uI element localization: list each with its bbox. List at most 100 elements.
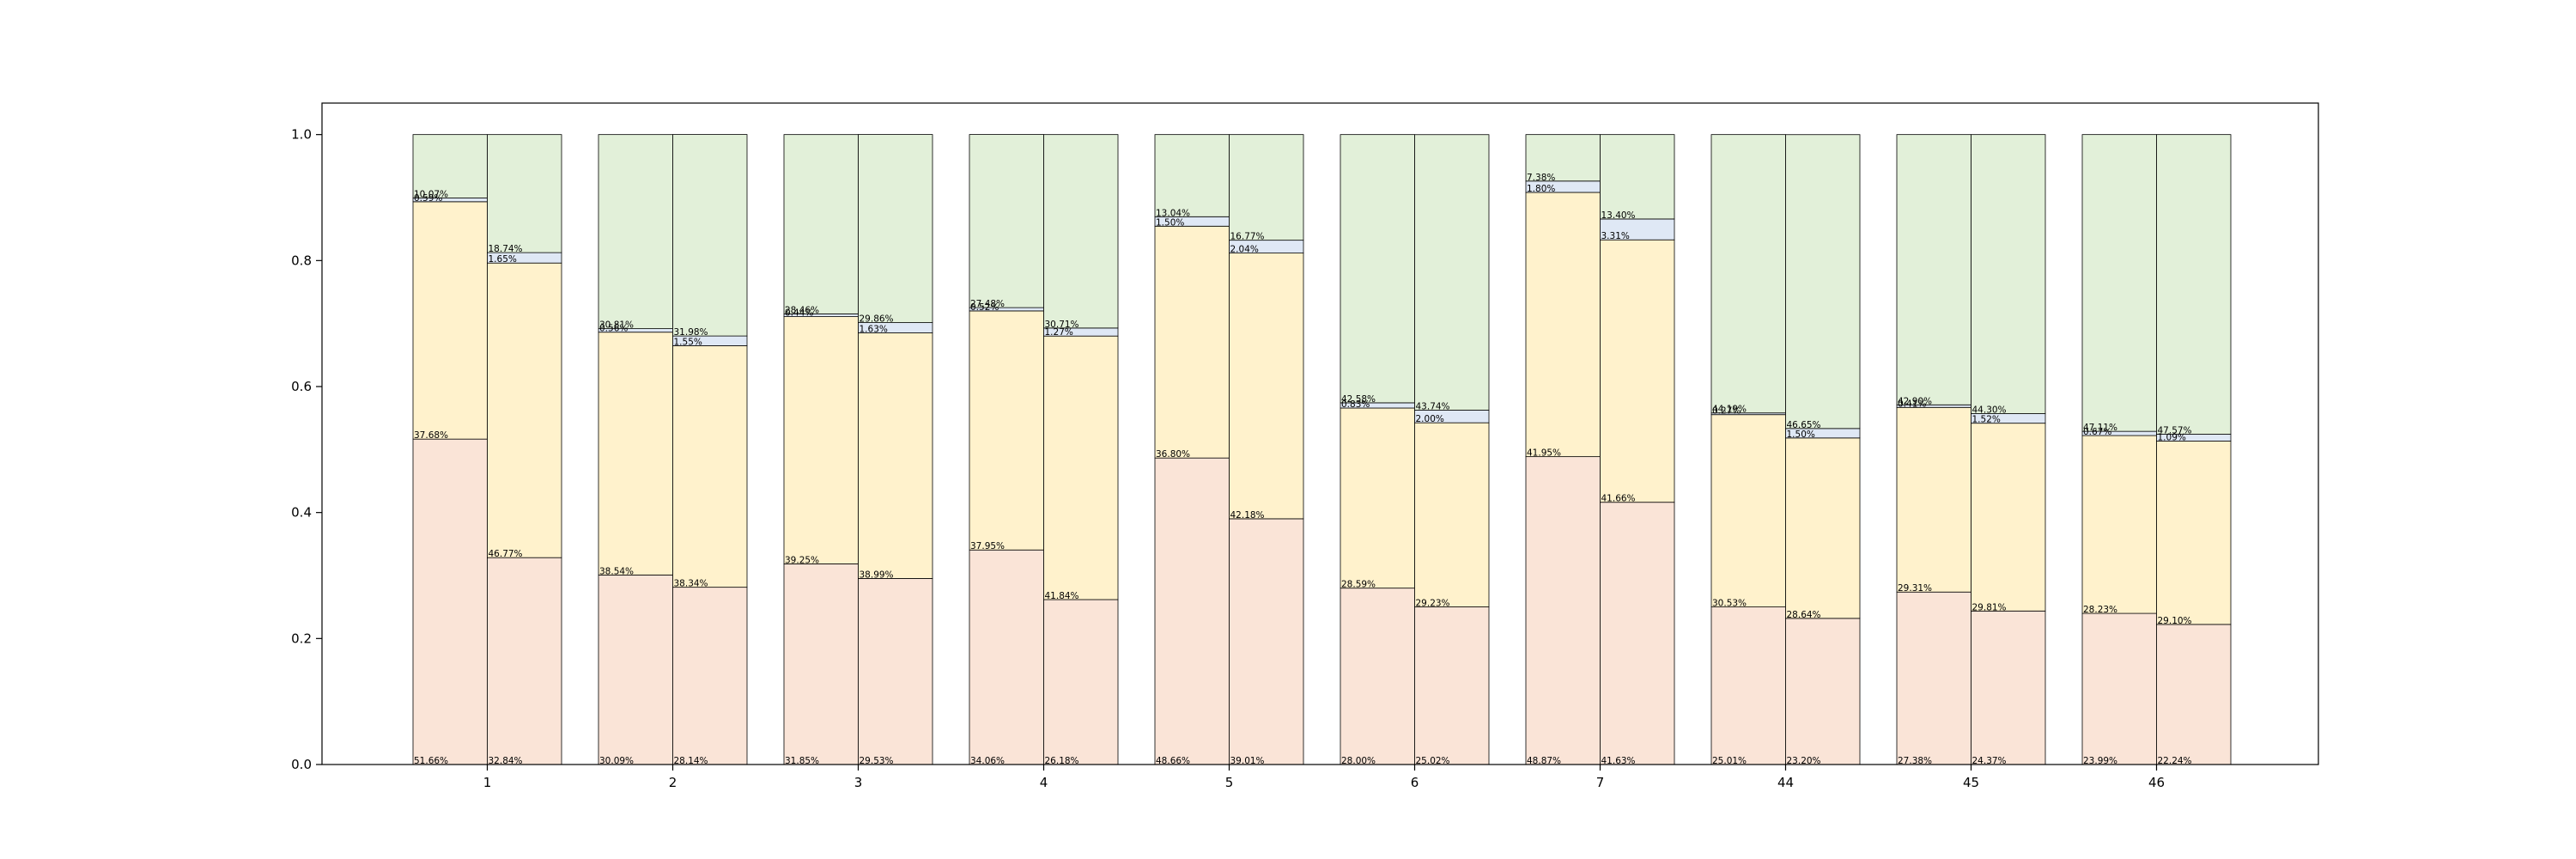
data-label: 31.98% <box>674 327 708 338</box>
bar-segment-2 <box>1971 423 2046 612</box>
data-label: 25.02% <box>1416 756 1450 766</box>
data-label: 28.23% <box>2083 605 2117 615</box>
data-label: 0.59% <box>414 193 442 204</box>
x-axis: 1 2 3 4 5 6 7 44 45 46 <box>483 765 2165 790</box>
bar-segment-1 <box>1785 618 1861 765</box>
data-label: 29.53% <box>860 756 894 766</box>
data-label: 38.34% <box>674 579 708 589</box>
bar-segment-4 <box>2156 134 2232 435</box>
data-label: 36.80% <box>1156 449 1190 460</box>
data-label: 28.59% <box>1341 580 1376 590</box>
plot-area-frame <box>321 102 2319 765</box>
data-label: 29.81% <box>1972 602 2007 612</box>
data-label: 2.00% <box>1416 414 1444 424</box>
x-tick-label: 1 <box>483 775 492 790</box>
bar-segment-4 <box>1229 134 1304 241</box>
bar-segment-1 <box>1710 606 1786 765</box>
bar-segment-1 <box>598 574 673 765</box>
data-label: 1.27% <box>1045 327 1073 338</box>
bar-segment-4 <box>598 134 673 330</box>
bar-45-2 <box>1971 134 2046 765</box>
y-tick-label: 1.0 <box>291 127 312 143</box>
y-tick-label: 0.0 <box>291 757 312 772</box>
bar-segment-2 <box>783 316 859 564</box>
bar-45-1 <box>1896 134 1971 765</box>
bar-segment-1 <box>412 438 488 765</box>
data-label: 42.58% <box>1341 394 1376 405</box>
bar-segment-1 <box>2081 612 2157 765</box>
y-tick-label: 0.2 <box>291 631 312 646</box>
x-tick-label: 4 <box>1040 775 1048 790</box>
bar-segment-4 <box>783 134 859 314</box>
bar-1-1 <box>412 134 488 765</box>
bar-segment-4 <box>969 134 1044 308</box>
bar-segment-2 <box>2081 435 2157 614</box>
data-label: 29.23% <box>1416 599 1450 609</box>
data-label: 1.50% <box>1156 217 1184 228</box>
bar-segment-2 <box>1414 422 1490 607</box>
x-tick-label: 46 <box>2148 775 2165 790</box>
data-label: 30.09% <box>599 756 634 766</box>
bar-segment-1 <box>1525 456 1601 765</box>
data-label: 3.31% <box>1601 231 1630 241</box>
data-label: 48.66% <box>1156 756 1190 766</box>
bar-segment-4 <box>1525 134 1601 182</box>
bar-segment-1 <box>1414 606 1490 765</box>
data-label: 28.64% <box>1787 610 1821 620</box>
bar-segment-4 <box>487 134 562 253</box>
data-label: 29.31% <box>1898 583 1932 594</box>
data-label: 27.48% <box>970 299 1005 309</box>
data-label: 47.57% <box>2158 426 2192 436</box>
data-label: 39.25% <box>785 555 819 565</box>
data-label: 0.67% <box>2083 427 2111 437</box>
data-label: 30.71% <box>1045 320 1079 330</box>
y-axis: 0.0 0.2 0.4 0.6 0.8 1.0 <box>291 127 322 772</box>
data-label: 28.00% <box>1341 756 1376 766</box>
bar-segment-1 <box>783 564 859 765</box>
bar-4-1 <box>969 134 1044 765</box>
bar-segment-1 <box>1229 518 1304 765</box>
bar-segment-1 <box>1971 610 2046 765</box>
bar-segment-4 <box>1600 134 1675 220</box>
data-label: 29.86% <box>860 314 894 325</box>
bar-segment-2 <box>1896 406 1971 593</box>
bar-segment-2 <box>1340 407 1415 589</box>
bar-46-2 <box>2156 134 2232 765</box>
bar-segment-1 <box>487 557 562 765</box>
data-label: 41.63% <box>1601 756 1636 766</box>
y-tick-label: 0.6 <box>291 379 312 394</box>
data-label: 43.74% <box>1416 402 1450 412</box>
bars-layer <box>412 134 2232 765</box>
data-label: 1.65% <box>489 254 517 265</box>
bar-2-1 <box>598 134 673 765</box>
data-label: 0.83% <box>1341 399 1370 410</box>
bar-segment-4 <box>1340 134 1415 404</box>
data-label: 41.66% <box>1601 494 1636 504</box>
bar-segment-4 <box>1971 134 2046 414</box>
data-label: 0.56% <box>599 324 628 334</box>
bar-segment-4 <box>672 134 748 337</box>
data-label: 29.10% <box>2158 616 2192 626</box>
bar-3-2 <box>858 134 933 765</box>
data-label: 1.63% <box>860 325 888 335</box>
data-labels-layer: 51.66% 37.68% 0.59%10.07% 32.84% 46.77% 1.65%… <box>414 173 2192 766</box>
data-label: 26.18% <box>1045 756 1079 766</box>
bar-segment-2 <box>1785 437 1861 619</box>
bar-segment-2 <box>1525 192 1601 458</box>
bar-segment-2 <box>1154 225 1230 459</box>
bar-segment-2 <box>1710 414 1786 607</box>
data-label: 22.24% <box>2158 756 2192 766</box>
bar-7-1 <box>1525 134 1601 765</box>
x-tick-label: 45 <box>1963 775 1979 790</box>
bar-segment-2 <box>858 332 933 579</box>
data-label: 39.01% <box>1230 756 1265 766</box>
data-label: 34.06% <box>970 756 1005 766</box>
data-label: 27.38% <box>1898 756 1932 766</box>
x-tick-label: 3 <box>854 775 863 790</box>
data-label: 31.85% <box>785 756 819 766</box>
bar-segment-1 <box>1340 588 1415 765</box>
x-tick-label: 2 <box>669 775 677 790</box>
bar-segment-2 <box>672 345 748 588</box>
data-label: 25.01% <box>1712 756 1747 766</box>
bar-segment-1 <box>969 549 1044 765</box>
